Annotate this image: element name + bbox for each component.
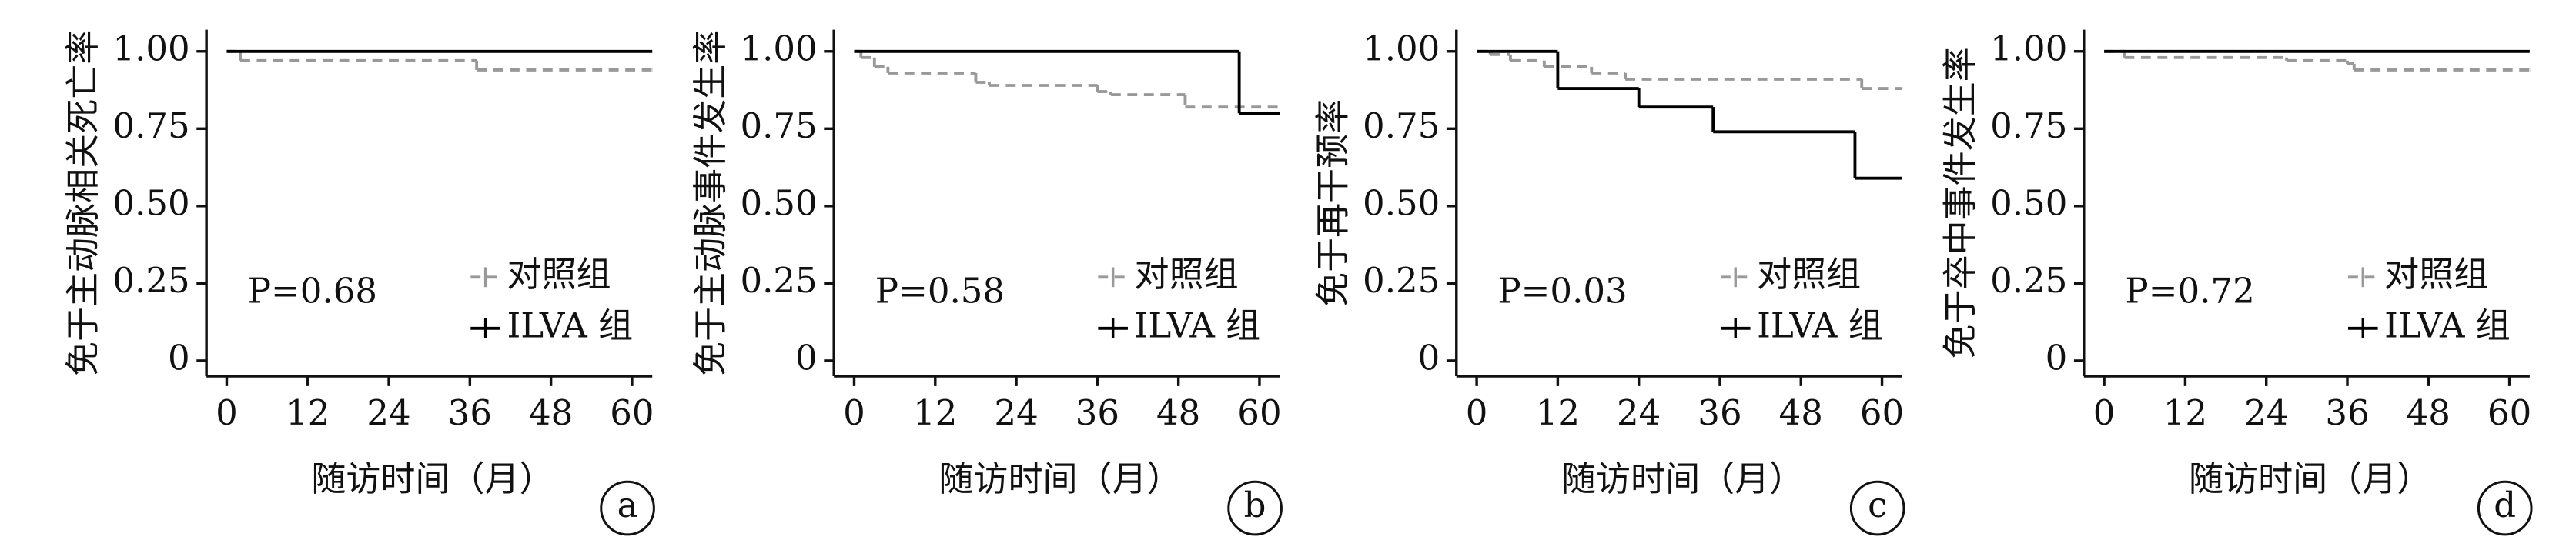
panel-circle bbox=[1227, 480, 1283, 536]
y-tick-label: 0.50 bbox=[1990, 182, 2067, 223]
x-tick-label: 36 bbox=[448, 392, 492, 433]
y-tick-label: 0.50 bbox=[1363, 182, 1440, 223]
x-tick-label: 36 bbox=[2325, 392, 2369, 433]
x-axis-label: 随访时间（月） bbox=[311, 458, 554, 499]
y-tick-label: 0.50 bbox=[740, 182, 817, 223]
panel-circle bbox=[600, 480, 655, 536]
y-axis-label: 免于主动脉相关死亡率 bbox=[62, 30, 103, 376]
panel: 0 0.25 0.50 0.75 1.00 0 12 24 36 48 60 随访时间（月） 免于再干预… bbox=[1313, 28, 1905, 536]
x-axis-label: 随访时间（月） bbox=[2189, 458, 2431, 499]
x-tick-label: 24 bbox=[2244, 392, 2288, 433]
y-tick-label: 0.50 bbox=[112, 182, 189, 223]
panel-circle bbox=[1849, 480, 1905, 536]
x-tick-label: 60 bbox=[2487, 392, 2531, 433]
panel: 0 0.25 0.50 0.75 1.00 0 12 24 36 48 60 随访时间（月） 免于卒中事… bbox=[1940, 28, 2533, 536]
y-tick-label: 1.00 bbox=[112, 28, 189, 68]
legend-label: ILVA 组 bbox=[1135, 305, 1261, 345]
x-tick-label: 12 bbox=[2163, 392, 2207, 433]
y-tick-label: 0 bbox=[2046, 337, 2068, 378]
p-value: P=0.03 bbox=[1497, 270, 1627, 311]
x-tick-label: 12 bbox=[286, 392, 330, 433]
x-axis-label: 随访时间（月） bbox=[938, 458, 1181, 499]
y-tick-label: 0.25 bbox=[1990, 260, 2067, 301]
y-tick-label: 0 bbox=[168, 337, 190, 378]
x-tick-label: 60 bbox=[610, 392, 654, 433]
y-axis-label: 免于卒中事件发生率 bbox=[1940, 47, 1981, 358]
y-tick-label: 0.75 bbox=[1990, 105, 2067, 146]
x-tick-label: 60 bbox=[1237, 392, 1281, 433]
y-tick-label: 0 bbox=[795, 337, 818, 378]
y-tick-label: 0.25 bbox=[1363, 260, 1440, 301]
panel-label: c bbox=[1868, 485, 1887, 525]
y-tick-label: 0.75 bbox=[1363, 105, 1440, 146]
legend-label: ILVA 组 bbox=[2384, 305, 2511, 345]
legend-label: 对照组 bbox=[2384, 254, 2488, 295]
panel-circle bbox=[2477, 480, 2533, 536]
x-tick-label: 48 bbox=[1779, 392, 1823, 433]
legend-label: ILVA 组 bbox=[1757, 305, 1883, 345]
panel-label: a bbox=[617, 485, 638, 525]
y-tick-label: 0.75 bbox=[740, 105, 817, 146]
legend-label: ILVA 组 bbox=[507, 305, 633, 345]
legend-label: 对照组 bbox=[1757, 254, 1861, 295]
p-value: P=0.68 bbox=[248, 270, 377, 311]
x-tick-label: 36 bbox=[1076, 392, 1119, 433]
x-tick-label: 48 bbox=[2407, 392, 2451, 433]
x-tick-label: 36 bbox=[1698, 392, 1741, 433]
x-tick-label: 12 bbox=[1536, 392, 1580, 433]
y-axis-label: 免于主动脉事件发生率 bbox=[690, 30, 731, 376]
panel-label: d bbox=[2494, 485, 2516, 525]
panel: 0 0.25 0.50 0.75 1.00 0 12 24 36 48 60 随访时间（月） 免于主动脉… bbox=[62, 28, 655, 536]
x-tick-label: 0 bbox=[843, 392, 865, 433]
x-tick-label: 48 bbox=[529, 392, 573, 433]
x-tick-label: 24 bbox=[366, 392, 410, 433]
y-tick-label: 0.75 bbox=[112, 105, 189, 146]
y-tick-label: 1.00 bbox=[740, 28, 817, 68]
x-tick-label: 60 bbox=[1860, 392, 1904, 433]
x-tick-label: 0 bbox=[1466, 392, 1488, 433]
x-tick-label: 48 bbox=[1156, 392, 1200, 433]
x-tick-label: 12 bbox=[913, 392, 957, 433]
x-axis-label: 随访时间（月） bbox=[1561, 458, 1804, 499]
x-tick-label: 0 bbox=[216, 392, 238, 433]
y-tick-label: 0.25 bbox=[740, 260, 817, 301]
y-tick-label: 0 bbox=[1418, 337, 1440, 378]
p-value: P=0.58 bbox=[875, 270, 1005, 311]
y-tick-label: 0.25 bbox=[112, 260, 189, 301]
x-tick-label: 0 bbox=[2093, 392, 2116, 433]
legend-label: 对照组 bbox=[507, 254, 611, 295]
y-tick-label: 1.00 bbox=[1363, 28, 1440, 68]
x-tick-label: 24 bbox=[994, 392, 1038, 433]
panel-label: b bbox=[1244, 485, 1266, 525]
legend-label: 对照组 bbox=[1135, 254, 1239, 295]
p-value: P=0.72 bbox=[2125, 270, 2254, 311]
y-axis-label: 免于再干预率 bbox=[1313, 99, 1353, 307]
y-tick-label: 1.00 bbox=[1990, 28, 2067, 68]
panel: 0 0.25 0.50 0.75 1.00 0 12 24 36 48 60 随访时间（月） 免于主动脉… bbox=[690, 28, 1283, 536]
x-tick-label: 24 bbox=[1617, 392, 1661, 433]
